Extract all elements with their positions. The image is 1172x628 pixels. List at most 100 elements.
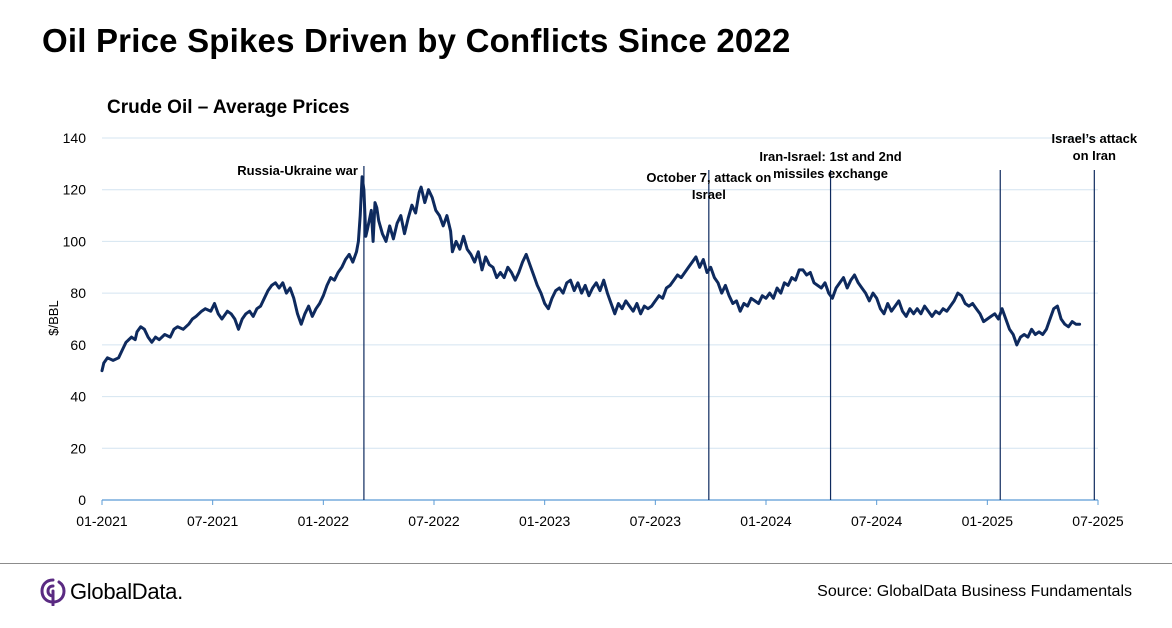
price-point (695, 256, 697, 258)
price-point (521, 261, 524, 263)
price-point (256, 308, 258, 310)
price-point (558, 287, 561, 289)
price-point (710, 266, 712, 268)
price-point (676, 274, 679, 276)
price-point (293, 297, 295, 299)
price-point (960, 295, 963, 297)
price-point (595, 282, 597, 284)
y-tick-label: 20 (70, 440, 86, 456)
price-point (182, 328, 184, 330)
price-point (732, 302, 734, 305)
price-point (920, 313, 922, 315)
price-point (252, 315, 254, 317)
y-tick-label: 40 (70, 389, 86, 405)
price-point (724, 284, 727, 286)
price-point (481, 269, 483, 271)
price-point (835, 287, 837, 289)
price-point (1034, 333, 1036, 336)
x-tick-label: 07-2025 (1072, 513, 1124, 529)
price-point (164, 333, 166, 336)
price-point (588, 295, 590, 297)
price-point (846, 287, 848, 289)
price-point (636, 302, 638, 305)
price-point (879, 308, 882, 310)
price-point (311, 315, 313, 317)
price-point (400, 215, 402, 217)
price-point (154, 336, 157, 338)
price-point (271, 284, 273, 286)
price-point (455, 240, 457, 242)
price-point (857, 282, 859, 284)
price-point (529, 264, 531, 266)
price-point (438, 215, 441, 217)
price-point (750, 297, 752, 299)
price-point (112, 359, 114, 361)
y-tick-label: 60 (70, 337, 86, 353)
price-point (1045, 328, 1047, 330)
price-point (798, 269, 800, 271)
price-point (355, 251, 358, 253)
price-point (651, 305, 653, 307)
price-point (326, 284, 328, 286)
price-point (1038, 331, 1040, 333)
price-point (1060, 318, 1062, 320)
x-tick-label: 01-2025 (962, 513, 1014, 529)
price-point (300, 323, 302, 325)
price-point (883, 313, 885, 315)
price-point (1071, 321, 1073, 323)
price-point (507, 266, 509, 268)
price-point (289, 287, 291, 289)
price-point (304, 313, 306, 315)
price-point (427, 189, 430, 191)
price-point (628, 305, 631, 307)
price-point (758, 302, 760, 305)
price-point (344, 258, 347, 261)
y-tick-label: 120 (63, 182, 87, 198)
price-point (986, 318, 988, 320)
price-point (1064, 323, 1066, 325)
price-point (901, 310, 904, 312)
x-tick-label: 01-2021 (76, 513, 128, 529)
price-point (396, 222, 398, 224)
price-point (1019, 336, 1022, 338)
price-point (278, 287, 280, 289)
price-point (865, 292, 867, 294)
price-point (188, 323, 190, 325)
price-point (263, 297, 265, 299)
price-point (392, 238, 394, 240)
price-point (562, 292, 564, 294)
price-point (938, 313, 941, 315)
price-point (485, 256, 487, 258)
price-point (173, 328, 175, 330)
brand-name: GlobalData. (70, 579, 183, 604)
price-point (147, 336, 149, 338)
price-point (151, 341, 153, 343)
event-label: Russia-Ukraine war (237, 163, 358, 178)
price-point (241, 318, 243, 320)
price-point (103, 362, 105, 364)
price-point (1012, 333, 1014, 336)
price-point (555, 290, 557, 292)
price-point (942, 308, 944, 310)
price-point (134, 339, 136, 341)
price-point (924, 305, 926, 307)
price-point (1027, 336, 1029, 338)
price-point (446, 215, 448, 217)
y-tick-label: 80 (70, 285, 86, 301)
price-point (466, 248, 468, 250)
price-point (536, 284, 538, 286)
price-point (370, 209, 372, 211)
price-point (791, 277, 793, 279)
price-chart: 0 20 40 60 80 100 120 140 01-2021 07-2021 01-2022… (46, 130, 1138, 529)
price-point (953, 300, 955, 302)
event-label: Israel (692, 187, 726, 202)
price-point (566, 282, 568, 284)
event-markers: Russia-Ukraine war October 7, attack on Is… (237, 131, 1138, 500)
price-point (374, 202, 376, 204)
footer-divider (0, 563, 1172, 564)
price-point (459, 248, 461, 250)
price-point (210, 310, 212, 312)
price-point (435, 209, 437, 211)
price-point (584, 284, 586, 286)
price-point (450, 230, 452, 232)
